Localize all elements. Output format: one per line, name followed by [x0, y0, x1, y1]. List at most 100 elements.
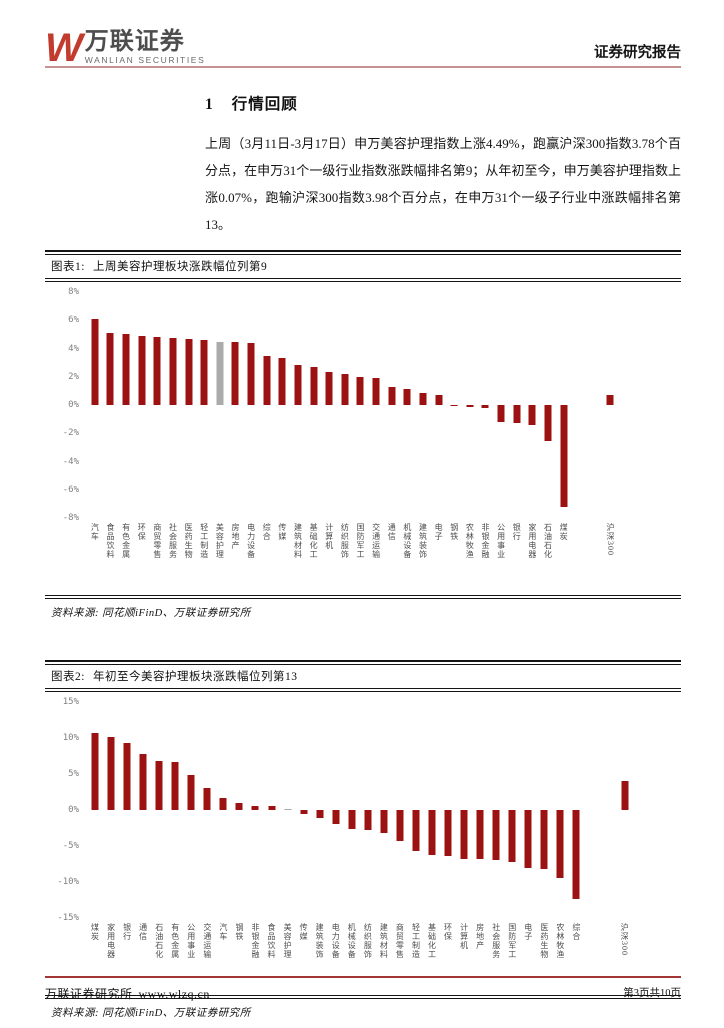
bar-轻工制造 — [412, 810, 420, 852]
bar-商贸零售 — [153, 337, 161, 405]
bar-交通运输 — [372, 378, 380, 405]
figure2: 图表2: 年初至今美容护理板块涨跌幅位列第13 15% 10% 5% 0% -5% -10%… — [45, 660, 681, 1028]
x-label-电力设备: 电力设备 — [331, 923, 341, 959]
x-label-slot: 非银金融 — [247, 923, 263, 991]
x-label-电子: 电子 — [434, 523, 444, 541]
x-label-通信: 通信 — [138, 923, 148, 941]
y-tick-label: 8% — [68, 287, 79, 297]
x-label-非银金融: 非银金融 — [250, 923, 260, 959]
x-label-农林牧渔: 农林牧渔 — [555, 923, 565, 959]
bar-slot-煤炭 — [87, 702, 103, 918]
x-label-医药生物: 医药生物 — [539, 923, 549, 959]
bar-slot-煤炭 — [556, 292, 572, 518]
x-label-slot: 交通运输 — [368, 523, 384, 591]
x-label-slot: 机械设备 — [400, 523, 416, 591]
figure2-titlebar: 图表2: 年初至今美容护理板块涨跌幅位列第13 — [45, 660, 681, 688]
empty-slot — [633, 702, 649, 918]
bar-国防军工 — [356, 377, 364, 405]
footer-org: 万联证券研究所 — [45, 987, 133, 1001]
figure2-source: 资料来源: 同花顺iFinD、万联证券研究所 — [51, 1008, 251, 1019]
x-label-综合: 综合 — [262, 523, 272, 541]
bar-slot-有色金属 — [118, 292, 134, 518]
bar-slot-汽车 — [215, 702, 231, 918]
bar-slot-汽车 — [87, 292, 103, 518]
bar-slot-环保 — [440, 702, 456, 918]
x-label-沪深300: 沪深300 — [620, 923, 630, 956]
x-label-slot: 计算机 — [456, 923, 472, 991]
x-label-slot: 煤炭 — [87, 923, 103, 991]
x-label-slot: 社会服务 — [165, 523, 181, 591]
bar-建筑材料 — [294, 365, 302, 405]
x-label-建筑装饰: 建筑装饰 — [418, 523, 428, 559]
x-label-slot: 钢铁 — [446, 523, 462, 591]
x-label-slot: 房地产 — [228, 523, 244, 591]
bar-医药生物 — [185, 339, 193, 405]
bar-交通运输 — [203, 788, 211, 810]
bar-汽车 — [91, 318, 99, 405]
x-label-轻工制造: 轻工制造 — [199, 523, 209, 559]
bar-slot-电子 — [520, 702, 536, 918]
x-label-社会服务: 社会服务 — [491, 923, 501, 959]
bar-建筑装饰 — [419, 392, 427, 405]
figure1-plot — [87, 292, 681, 518]
bar-slot-有色金属 — [167, 702, 183, 918]
bar-slot-通信 — [135, 702, 151, 918]
bar-slot-钢铁 — [231, 702, 247, 918]
x-label-slot: 建筑材料 — [290, 523, 306, 591]
x-label-公用事业: 公用事业 — [186, 923, 196, 959]
wanlian-logo: W 万联证券 WANLIAN SECURITIES — [45, 28, 205, 68]
bar-slot-房地产 — [472, 702, 488, 918]
x-label-slot: 环保 — [440, 923, 456, 991]
x-label-slot: 建筑装饰 — [312, 923, 328, 991]
x-label-slot: 建筑装饰 — [415, 523, 431, 591]
x-label-银行: 银行 — [122, 923, 132, 941]
bar-综合 — [263, 355, 271, 405]
bar-钢铁 — [450, 405, 458, 407]
y-tick-label: 15% — [62, 697, 79, 707]
x-label-交通运输: 交通运输 — [371, 523, 381, 559]
x-label-slot: 沪深300 — [617, 923, 633, 991]
bar-slot-房地产 — [228, 292, 244, 518]
bar-slot-建筑材料 — [290, 292, 306, 518]
x-label-slot: 基础化工 — [424, 923, 440, 991]
bar-slot-综合 — [259, 292, 275, 518]
bar-非银金融 — [481, 405, 489, 408]
figure1-x-labels: 汽车 食品饮料 有色金属 环保 商贸零售 社会服务 医药生物 轻工制造 美容护理 房地产 电力设备综… — [87, 523, 681, 591]
bar-slot-银行 — [119, 702, 135, 918]
bar-slot-家用电器 — [525, 292, 541, 518]
x-label-计算机: 计算机 — [459, 923, 469, 950]
x-label-slot: 纺织服饰 — [360, 923, 376, 991]
bar-slot-沪深300 — [603, 292, 619, 518]
x-label-slot: 美容护理 — [280, 923, 296, 991]
x-label-slot: 商贸零售 — [392, 923, 408, 991]
bar-slot-银行 — [509, 292, 525, 518]
x-label-slot: 银行 — [119, 923, 135, 991]
x-label-slot: 家用电器 — [103, 923, 119, 991]
bar-slot-计算机 — [321, 292, 337, 518]
bar-slot-商贸零售 — [150, 292, 166, 518]
x-label-slot: 国防军工 — [353, 523, 369, 591]
footer-org-and-url: 万联证券研究所 www.wlzq.cn — [45, 985, 210, 1002]
bar-slot-商贸零售 — [392, 702, 408, 918]
x-label-slot: 家用电器 — [525, 523, 541, 591]
x-label-slot: 石油石化 — [151, 923, 167, 991]
bar-农林牧渔 — [556, 810, 564, 879]
x-label-医药生物: 医药生物 — [184, 523, 194, 559]
bar-slot-通信 — [384, 292, 400, 518]
bar-沪深300 — [606, 394, 614, 405]
x-label-slot: 有色金属 — [167, 923, 183, 991]
bar-slot-医药生物 — [536, 702, 552, 918]
x-label-煤炭: 煤炭 — [90, 923, 100, 941]
empty-label-slot — [571, 523, 587, 591]
x-label-综合: 综合 — [571, 923, 581, 941]
bar-钢铁 — [235, 802, 243, 810]
empty-slot — [571, 292, 587, 518]
bar-slot-机械设备 — [400, 292, 416, 518]
bar-家用电器 — [107, 737, 115, 810]
header-rule — [45, 66, 681, 68]
bar-slot-建筑装饰 — [415, 292, 431, 518]
x-label-slot: 社会服务 — [488, 923, 504, 991]
y-tick-label: -8% — [62, 513, 79, 523]
figure1-title: 上周美容护理板块涨跌幅位列第9 — [92, 261, 268, 273]
